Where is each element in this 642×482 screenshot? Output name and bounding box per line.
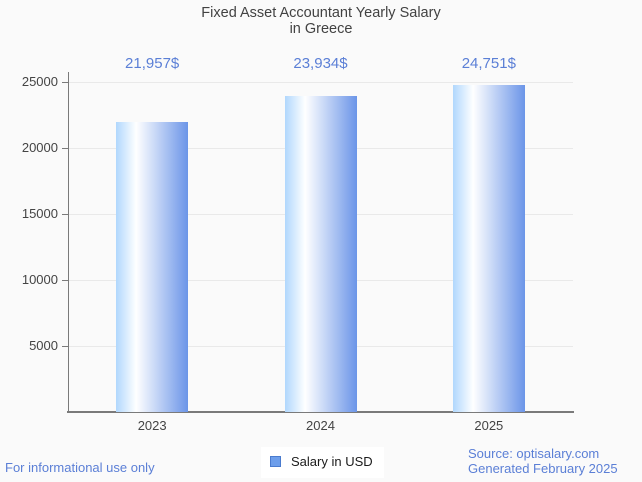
- y-tick-25000: [62, 82, 68, 83]
- source-block: Source: optisalary.com Generated Februar…: [468, 446, 618, 476]
- bar-2025: [452, 85, 525, 412]
- y-tick-5000: [62, 346, 68, 347]
- y-tick-15000: [62, 214, 68, 215]
- chart-title-line2: in Greece: [289, 21, 353, 37]
- x-label-2024: 2024: [306, 418, 335, 433]
- x-axis-line: [67, 411, 574, 413]
- legend-swatch-icon: [270, 456, 281, 467]
- y-tick-10000: [62, 280, 68, 281]
- y-tick-20000: [62, 148, 68, 149]
- x-label-2025: 2025: [474, 418, 504, 433]
- value-label-2024: 23,934$: [293, 55, 348, 72]
- bar-2023: [116, 122, 189, 412]
- disclaimer-text: For informational use only: [5, 460, 155, 475]
- chart-title: Fixed Asset Accountant Yearly Salary in …: [0, 5, 642, 37]
- y-tick-label-25000: 25000: [21, 74, 58, 89]
- y-axis-line: [68, 72, 69, 413]
- bar-value-labels: 21,957$ 23,934$ 24,751$: [0, 55, 642, 72]
- bar-2024: [284, 96, 357, 412]
- plot-area: 5000 10000 15000 20000 25000: [22, 74, 573, 412]
- x-label-2023: 2023: [137, 418, 167, 433]
- gridline-25000: [69, 82, 573, 83]
- y-tick-label-20000: 20000: [21, 140, 58, 155]
- chart-title-line1: Fixed Asset Accountant Yearly Salary: [201, 5, 441, 21]
- x-axis-labels: 2023 2024 2025: [0, 418, 642, 434]
- legend-label: Salary in USD: [291, 454, 373, 469]
- y-tick-label-15000: 15000: [21, 206, 58, 221]
- legend: Salary in USD: [261, 447, 384, 478]
- y-tick-label-10000: 10000: [21, 272, 58, 287]
- value-label-2025: 24,751$: [461, 55, 516, 72]
- y-tick-label-5000: 5000: [29, 338, 58, 353]
- generated-text: Generated February 2025: [468, 461, 618, 476]
- value-label-2023: 21,957$: [125, 55, 180, 72]
- source-text: Source: optisalary.com: [468, 446, 600, 461]
